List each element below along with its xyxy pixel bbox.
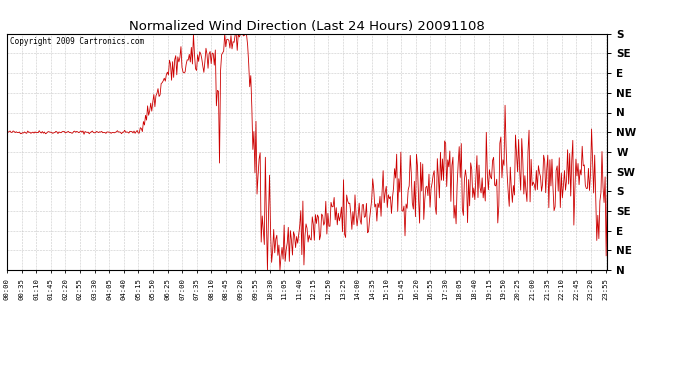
Title: Normalized Wind Direction (Last 24 Hours) 20091108: Normalized Wind Direction (Last 24 Hours… — [129, 20, 485, 33]
Text: Copyright 2009 Cartronics.com: Copyright 2009 Cartronics.com — [10, 37, 144, 46]
